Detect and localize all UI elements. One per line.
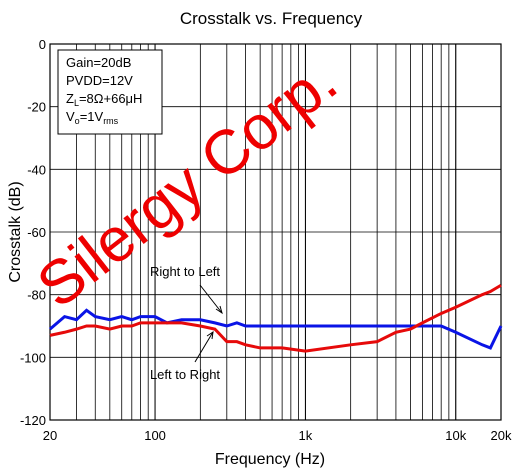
x-tick-label: 10k <box>445 428 466 443</box>
condition-part: Z <box>66 91 74 106</box>
y-tick-label: -120 <box>20 413 46 428</box>
condition-text: Gain=20dB <box>66 55 131 70</box>
condition-part: PVDD=12V <box>66 73 133 88</box>
x-tick-label: 1k <box>299 428 313 443</box>
y-tick-label: -100 <box>20 350 46 365</box>
arrow-head <box>215 305 223 315</box>
condition-part: rms <box>103 116 118 126</box>
annotation: Right to Left <box>150 264 220 279</box>
y-axis-label: Crosstalk (dB) <box>7 181 24 282</box>
condition-text: PVDD=12V <box>66 73 133 88</box>
arrow <box>199 284 223 314</box>
series-line <box>49 308 503 350</box>
condition-part: o <box>75 116 80 126</box>
y-tick-label: -60 <box>27 225 46 240</box>
x-axis-label: Frequency (Hz) <box>215 451 325 468</box>
x-tick-label: 100 <box>144 428 166 443</box>
annotation: Left to Right <box>150 367 220 382</box>
condition-box <box>57 49 163 135</box>
condition-text: ZL=8Ω+66μH <box>66 91 142 108</box>
x-tick-label: 20k <box>491 428 512 443</box>
series-line <box>49 283 502 353</box>
y-tick-label: -80 <box>27 288 46 303</box>
arrows <box>194 284 223 363</box>
arrow-head <box>206 330 214 340</box>
condition-part: L <box>74 98 79 108</box>
y-tick-label: -40 <box>27 162 46 177</box>
y-tick-label: -20 <box>27 100 46 115</box>
condition-part: =1V <box>80 109 104 124</box>
y-tick-label: 0 <box>39 37 46 52</box>
condition-part: Gain=20dB <box>66 55 131 70</box>
arrow <box>194 331 214 363</box>
condition-part: =8Ω+66μH <box>79 91 142 106</box>
x-tick-label: 20 <box>43 428 57 443</box>
plot-frame <box>49 43 502 421</box>
condition-text: Vo=1Vrms <box>66 109 119 126</box>
condition-part: V <box>66 109 75 124</box>
chart-title: Crosstalk vs. Frequency <box>180 9 363 28</box>
